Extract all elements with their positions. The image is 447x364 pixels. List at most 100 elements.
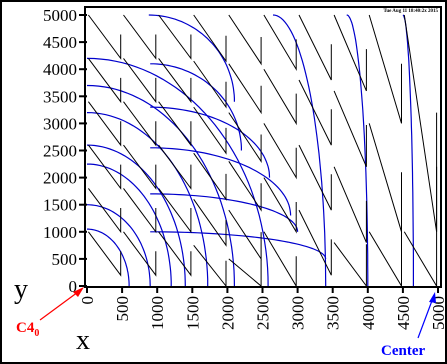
- black-tooth: [263, 231, 297, 288]
- black-tooth: [263, 123, 297, 180]
- black-tooth: [193, 199, 227, 247]
- x-tick-label: 3500: [324, 296, 343, 330]
- black-tooth: [263, 14, 297, 72]
- blue-curve: [150, 193, 299, 232]
- black-tooth: [158, 144, 192, 190]
- y-tick-label: 4500: [43, 33, 77, 52]
- c4-annotation: C40: [16, 287, 84, 339]
- black-tooth: [158, 58, 192, 104]
- black-tooth: [158, 188, 192, 234]
- x-axis-label: x: [76, 325, 90, 356]
- black-tooth: [228, 14, 262, 66]
- plot-area-frame: [84, 6, 442, 288]
- center-arrowhead: [429, 292, 436, 303]
- black-tooth: [193, 14, 227, 63]
- black-tooth: [193, 60, 227, 109]
- black-tooth: [298, 79, 332, 146]
- y-tick-label: 1000: [43, 223, 77, 242]
- black-tooth: [193, 106, 227, 155]
- x-axis-ticks: 0 500 1000 1500 2000 2500 3000 3500 4000 4500 5000: [78, 286, 447, 330]
- black-tooth: [87, 231, 122, 277]
- x-tick-label: 500: [113, 296, 132, 322]
- black-tooth: [298, 14, 332, 81]
- black-tooth: [228, 209, 262, 261]
- black-sawtooth-curves: [87, 14, 438, 288]
- black-tooth: [158, 101, 192, 147]
- y-tick-label: 500: [52, 250, 78, 269]
- black-tooth: [298, 209, 332, 276]
- black-tooth: [368, 14, 402, 124]
- x-tick-label: 4000: [359, 296, 378, 330]
- black-tooth: [87, 188, 122, 234]
- x-tick-label: 5000: [429, 296, 447, 330]
- black-tooth: [123, 101, 157, 147]
- blue-curve: [86, 204, 151, 287]
- black-tooth: [403, 166, 438, 288]
- center-arrow: [417, 297, 434, 339]
- y-tick-label: 2000: [43, 169, 77, 188]
- y-tick-label: 4000: [43, 60, 77, 79]
- black-tooth: [228, 161, 262, 212]
- black-tooth: [333, 90, 367, 167]
- black-tooth: [298, 144, 332, 211]
- black-tooth: [263, 68, 297, 126]
- black-tooth: [87, 101, 122, 147]
- c4-arrowhead: [73, 287, 84, 297]
- y-tick-label: 0: [69, 277, 78, 296]
- center-label: Center: [381, 343, 425, 359]
- x-tick-label: 4500: [394, 296, 413, 330]
- y-tick-label: 3000: [43, 114, 77, 133]
- y-tick-label: 2500: [43, 142, 77, 161]
- black-tooth: [263, 177, 297, 234]
- x-tick-label: 1000: [148, 296, 167, 330]
- black-tooth: [123, 144, 157, 190]
- blue-curve: [87, 228, 130, 286]
- x-tick-label: 0: [78, 296, 97, 305]
- center-annotation: Center: [381, 292, 436, 359]
- black-tooth: [368, 226, 402, 288]
- black-tooth: [333, 242, 367, 288]
- x-tick-label: 2500: [254, 296, 273, 330]
- black-tooth: [228, 63, 262, 115]
- black-tooth: [158, 14, 192, 60]
- black-tooth: [228, 112, 262, 163]
- y-tick-label: 3500: [43, 87, 77, 106]
- black-tooth: [333, 14, 367, 92]
- black-tooth: [368, 123, 402, 232]
- black-tooth: [123, 14, 157, 60]
- blue-curve: [86, 57, 269, 287]
- blue-curve: [86, 144, 186, 287]
- y-axis-label: y: [14, 274, 28, 305]
- blue-curves: [86, 14, 414, 287]
- x-tick-label: 1500: [183, 296, 202, 330]
- y-tick-label: 1500: [43, 196, 77, 215]
- black-tooth: [123, 231, 157, 277]
- blue-curve: [272, 14, 327, 287]
- blue-curve: [87, 163, 172, 286]
- blue-curve: [150, 106, 271, 178]
- blue-curve: [346, 14, 369, 286]
- black-tooth: [123, 58, 157, 104]
- black-tooth: [193, 152, 227, 201]
- blue-curve: [148, 14, 235, 102]
- c4-arrow: [39, 291, 79, 321]
- black-tooth: [87, 144, 122, 190]
- black-tooth: [403, 14, 438, 232]
- y-axis-ticks: 0 500 1000 1500 2000 2500 3000 3500 4000 4500 5000: [43, 6, 87, 296]
- y-tick-label: 5000: [43, 6, 77, 25]
- x-tick-label: 3000: [289, 296, 308, 330]
- x-tick-label: 2000: [218, 296, 237, 330]
- black-tooth: [87, 58, 122, 104]
- stamp-text: Tue Aug 11 18:40:2x 2015: [383, 9, 438, 14]
- black-tooth: [193, 244, 227, 288]
- blue-curve: [150, 63, 242, 151]
- c4-label: C40: [16, 320, 39, 339]
- black-tooth: [158, 231, 192, 277]
- blue-curve: [150, 147, 292, 216]
- blue-curve: [150, 231, 327, 260]
- black-tooth: [87, 14, 122, 60]
- c4-label-main: C4: [16, 320, 35, 336]
- c4-label-subscript: 0: [34, 328, 39, 339]
